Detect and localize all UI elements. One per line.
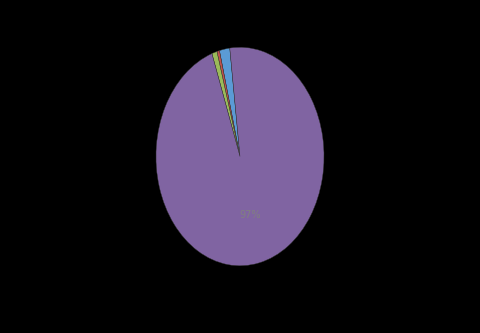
Wedge shape xyxy=(219,48,240,157)
Wedge shape xyxy=(217,51,240,157)
Legend: Wages & Salaries, Employee Benefits, Operating Expenses, Grants & Subsidies: Wages & Salaries, Employee Benefits, Ope… xyxy=(22,330,458,333)
Wedge shape xyxy=(212,52,240,157)
Wedge shape xyxy=(156,47,324,266)
Text: 97%: 97% xyxy=(240,210,261,220)
